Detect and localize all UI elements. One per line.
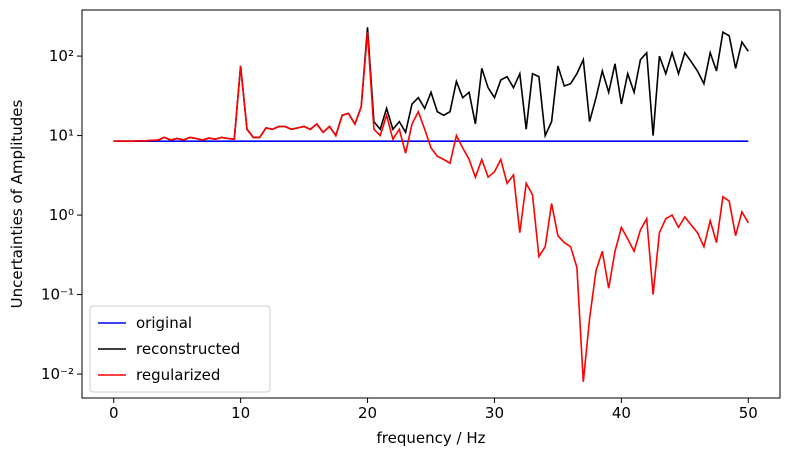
x-tick-label: 50 — [739, 404, 758, 422]
y-tick-label: 10² — [49, 47, 74, 65]
legend-label: reconstructed — [136, 340, 240, 358]
plot-frame — [81, 9, 781, 399]
x-axis-label: frequency / Hz — [377, 429, 486, 447]
y-axis-label: Uncertainties of Amplitudes — [8, 99, 26, 308]
series-line — [113, 27, 749, 142]
x-tick-label: 0 — [109, 404, 119, 422]
x-tick-label: 40 — [612, 404, 631, 422]
y-tick-label: 10⁻¹ — [41, 286, 74, 304]
series-line — [113, 32, 749, 382]
y-tick-label: 10⁰ — [49, 206, 74, 224]
x-tick-label: 30 — [485, 404, 504, 422]
legend-box — [89, 305, 271, 393]
legend-label: regularized — [136, 366, 220, 384]
x-tick-label: 20 — [358, 404, 377, 422]
y-tick-label: 10⁻² — [41, 365, 74, 383]
legend-label: original — [136, 314, 192, 332]
x-tick-label: 10 — [231, 404, 250, 422]
y-tick-label: 10¹ — [49, 127, 74, 145]
